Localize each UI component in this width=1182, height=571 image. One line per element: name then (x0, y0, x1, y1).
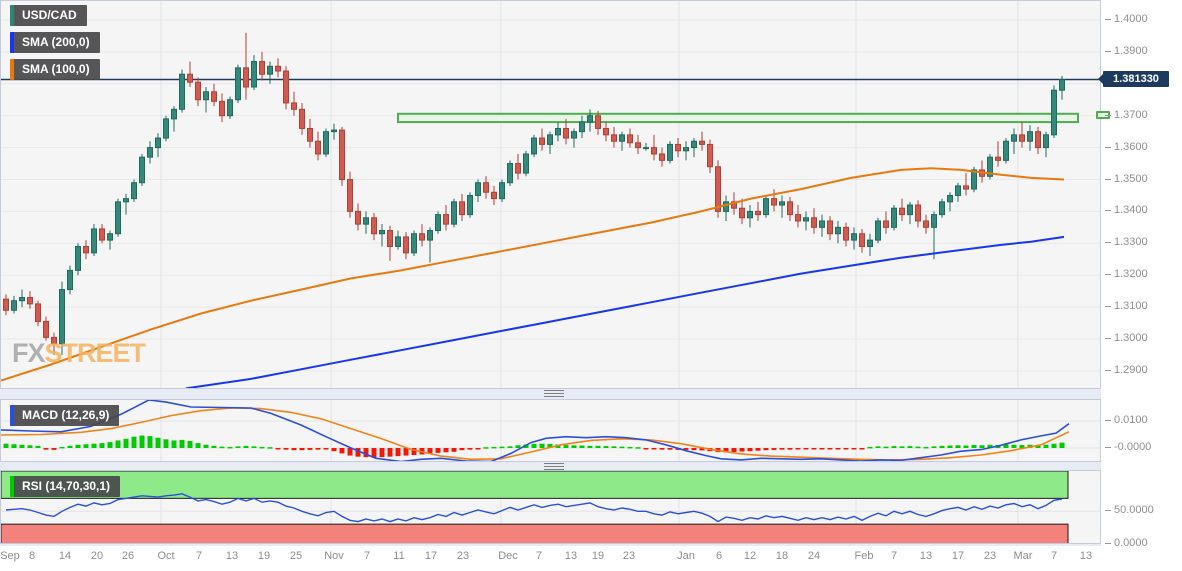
time-tick-label: 7 (1050, 550, 1058, 562)
macd-indicator-panel[interactable] (0, 399, 1101, 462)
time-tick-label: 23 (622, 550, 636, 562)
sma100-color-marker (10, 59, 14, 80)
rsi-tick-label: 0.0000 (1105, 537, 1148, 549)
time-tick-label: 17 (951, 550, 965, 562)
time-tick-label: 14 (58, 550, 72, 562)
price-macd-resize-handle[interactable] (544, 388, 564, 397)
sma200-color-marker (10, 32, 14, 53)
time-tick-label: 26 (121, 550, 135, 562)
time-tick-label: 6 (715, 550, 723, 562)
price-chart-panel[interactable] (0, 0, 1101, 389)
time-tick-label: 13 (1079, 550, 1093, 562)
price-tick-label: 1.3500 (1105, 173, 1148, 185)
last-price-badge: 1.381330 (1098, 70, 1169, 87)
price-axis[interactable]: 1.381330 1.4000 1.3900 1.3700 1.3600 1.3500 1… (1096, 0, 1182, 571)
time-tick-label: 20 (90, 550, 104, 562)
time-tick-label: 13 (564, 550, 578, 562)
time-tick-label: 23 (456, 550, 470, 562)
rsi-color-marker (10, 476, 14, 497)
price-tick-label: 1.2900 (1105, 364, 1148, 376)
macd-tick-label: 0.0100 (1105, 414, 1148, 426)
sma200-label: SMA (200,0) (22, 35, 90, 49)
time-tick-label: Oct (157, 550, 175, 562)
time-tick-label: Feb (854, 550, 874, 562)
legend-chip-macd[interactable]: MACD (12,26,9) (10, 405, 120, 426)
time-tick-label: Sep (0, 550, 20, 562)
time-tick-label: 23 (983, 550, 997, 562)
time-tick-label: Jan (677, 550, 695, 562)
price-tick-label: 1.3600 (1105, 141, 1148, 153)
legend-chip-sma200[interactable]: SMA (200,0) (10, 32, 100, 53)
time-tick-label: 7 (535, 550, 543, 562)
price-tick-label: 1.3900 (1105, 45, 1148, 57)
macd-label: MACD (12,26,9) (22, 408, 110, 422)
time-tick-label: 19 (591, 550, 605, 562)
pair-label: USD/CAD (22, 8, 77, 22)
macd-rsi-resize-handle[interactable] (544, 461, 564, 470)
price-tick-label: 1.3100 (1105, 300, 1148, 312)
time-tick-label: 18 (775, 550, 789, 562)
rsi-label: RSI (14,70,30,1) (22, 479, 111, 493)
price-tick-label: 1.3400 (1105, 204, 1148, 216)
macd-canvas[interactable] (1, 400, 1100, 461)
time-tick-label: Mar (1013, 550, 1033, 562)
legend-chip-sma100[interactable]: SMA (100,0) (10, 59, 100, 80)
legend-chip-pair[interactable]: USD/CAD (10, 5, 87, 26)
time-tick-label: 11 (393, 550, 405, 562)
time-tick-label: Nov (324, 550, 344, 562)
price-tick-label: 1.3200 (1105, 268, 1148, 280)
time-tick-label: Dec (498, 550, 518, 562)
time-tick-label: 7 (195, 550, 203, 562)
macd-color-marker (10, 405, 14, 426)
price-tick-label: 1.3300 (1105, 236, 1148, 248)
price-tick-label: 1.4000 (1105, 13, 1148, 25)
rsi-canvas[interactable] (1, 471, 1100, 543)
price-tick-label: 1.3700 (1105, 109, 1148, 121)
legend-chip-rsi[interactable]: RSI (14,70,30,1) (10, 476, 121, 497)
time-tick-label: 12 (743, 550, 757, 562)
time-tick-label: 25 (289, 550, 303, 562)
time-tick-label: 19 (257, 550, 271, 562)
time-tick-label: 13 (225, 550, 239, 562)
rsi-tick-label: 50.0000 (1105, 504, 1154, 516)
time-tick-label: 17 (424, 550, 438, 562)
price-chart-canvas[interactable] (1, 1, 1100, 388)
time-tick-label: 24 (807, 550, 821, 562)
time-tick-label: 13 (919, 550, 933, 562)
time-axis[interactable]: Sep 8 14 20 26 Oct 7 13 19 25 Nov 7 11 17 23 Dec 7 13 19 23… (0, 546, 1101, 571)
pair-color-marker (10, 5, 14, 26)
macd-tick-label: -0.0000 (1105, 441, 1151, 453)
rsi-indicator-panel[interactable] (0, 470, 1101, 544)
time-tick-label: 7 (363, 550, 371, 562)
time-tick-label: 7 (890, 550, 898, 562)
price-tick-label: 1.3000 (1105, 332, 1148, 344)
time-tick-label: 8 (28, 550, 36, 562)
sma100-label: SMA (100,0) (22, 62, 90, 76)
